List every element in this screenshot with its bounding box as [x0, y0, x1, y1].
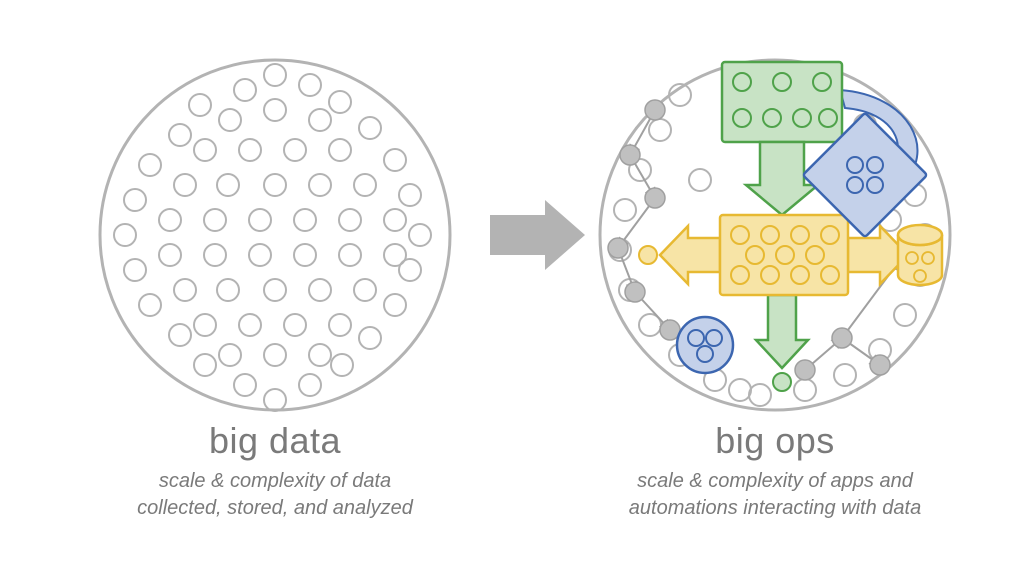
- data-dot: [384, 244, 406, 266]
- data-dot: [139, 294, 161, 316]
- big-ops-title: big ops: [575, 420, 975, 462]
- data-dot: [264, 99, 286, 121]
- data-dot: [264, 174, 286, 196]
- data-dot: [384, 294, 406, 316]
- data-dot: [264, 344, 286, 366]
- data-dot: [124, 259, 146, 281]
- data-dot: [354, 279, 376, 301]
- green-arrow-down: [756, 295, 808, 368]
- data-dot: [217, 174, 239, 196]
- data-dot: [284, 139, 306, 161]
- data-dot: [264, 389, 286, 411]
- data-dot: [329, 91, 351, 113]
- data-dot: [189, 94, 211, 116]
- transition-arrow: [490, 200, 585, 270]
- yellow-cylinder-top: [898, 225, 942, 245]
- data-dot: [329, 139, 351, 161]
- big-data-title: big data: [75, 420, 475, 462]
- data-dot: [384, 209, 406, 231]
- big-data-subtitle: scale & complexity of datacollected, sto…: [75, 468, 475, 522]
- data-dot: [217, 279, 239, 301]
- data-dot: [114, 224, 136, 246]
- data-dot: [249, 244, 271, 266]
- data-dot: [234, 79, 256, 101]
- data-dot: [174, 279, 196, 301]
- pipeline-node: [795, 360, 815, 380]
- data-dot: [264, 279, 286, 301]
- data-dot: [409, 224, 431, 246]
- data-dot: [309, 174, 331, 196]
- data-dot: [749, 384, 771, 406]
- data-dot: [219, 344, 241, 366]
- data-dot: [194, 314, 216, 336]
- data-dot: [359, 327, 381, 349]
- data-dot: [249, 209, 271, 231]
- data-dot: [359, 117, 381, 139]
- data-dot: [204, 244, 226, 266]
- data-dot: [294, 244, 316, 266]
- data-dot: [299, 74, 321, 96]
- data-dot: [309, 109, 331, 131]
- data-dot: [194, 139, 216, 161]
- data-dot: [219, 109, 241, 131]
- data-dot: [124, 189, 146, 211]
- data-dot: [239, 139, 261, 161]
- data-dot: [399, 184, 421, 206]
- data-dot: [834, 364, 856, 386]
- data-dot: [729, 379, 751, 401]
- data-dot: [174, 174, 196, 196]
- data-dot: [649, 119, 671, 141]
- big-ops-subtitle: scale & complexity of apps andautomation…: [575, 468, 975, 522]
- data-dot: [299, 374, 321, 396]
- data-dot: [331, 354, 353, 376]
- data-dot: [689, 169, 711, 191]
- big-data-caption: big data scale & complexity of datacolle…: [75, 420, 475, 522]
- data-dot: [169, 124, 191, 146]
- data-dot: [234, 374, 256, 396]
- data-dot: [294, 209, 316, 231]
- data-dot: [339, 244, 361, 266]
- data-dot: [309, 279, 331, 301]
- data-dot: [239, 314, 261, 336]
- data-dot: [794, 379, 816, 401]
- yellow-endpoint: [639, 246, 657, 264]
- pipeline-node: [625, 282, 645, 302]
- data-dot: [139, 154, 161, 176]
- data-dot: [339, 209, 361, 231]
- green-endpoint: [773, 373, 791, 391]
- data-dot: [284, 314, 306, 336]
- pipeline-node: [645, 188, 665, 208]
- pipeline-node: [620, 145, 640, 165]
- pipeline-node: [832, 328, 852, 348]
- data-dot: [894, 304, 916, 326]
- data-dot: [159, 209, 181, 231]
- pipeline-node: [870, 355, 890, 375]
- big-ops-caption: big ops scale & complexity of apps andau…: [575, 420, 975, 522]
- data-dot: [204, 209, 226, 231]
- data-dot: [159, 244, 181, 266]
- big-data-circle: [100, 60, 450, 410]
- data-dot: [309, 344, 331, 366]
- data-dot: [194, 354, 216, 376]
- diagram-stage: big data scale & complexity of datacolle…: [0, 0, 1024, 572]
- data-dot: [169, 324, 191, 346]
- data-dot: [614, 199, 636, 221]
- data-dot: [264, 64, 286, 86]
- yellow-arrow-left: [660, 226, 720, 284]
- pipeline-node: [608, 238, 628, 258]
- data-dot: [329, 314, 351, 336]
- pipeline-node: [645, 100, 665, 120]
- data-dot: [384, 149, 406, 171]
- data-dot: [354, 174, 376, 196]
